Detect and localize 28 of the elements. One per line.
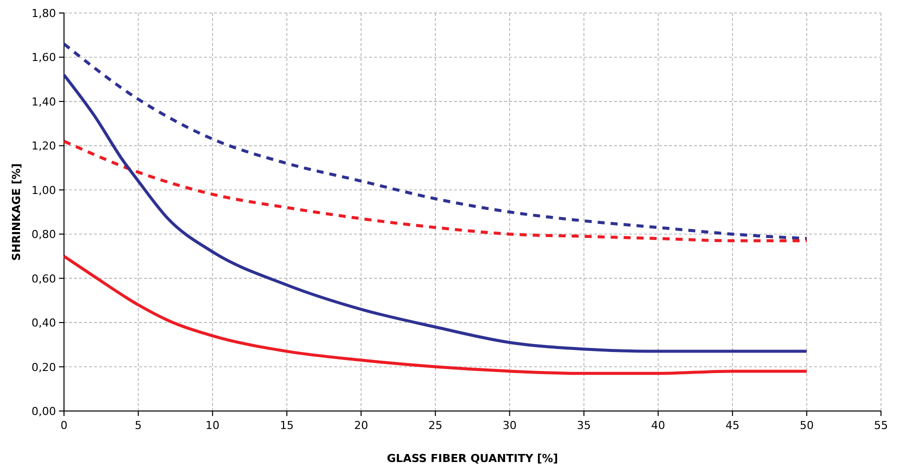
y-tick-label: 1,60 — [32, 51, 56, 64]
x-tick-label: 10 — [206, 419, 220, 432]
y-tick-label: 0,40 — [32, 316, 56, 330]
line-series — [62, 73, 808, 353]
x-tick-label: 35 — [576, 419, 591, 432]
y-tick-label: 1,40 — [32, 95, 56, 108]
x-tick-label: 0 — [60, 419, 68, 432]
y-tick-label: 0,80 — [32, 228, 56, 242]
x-tick-label: 55 — [874, 419, 888, 432]
x-tick-label: 45 — [725, 419, 740, 432]
y-tick-label: 1,80 — [32, 7, 56, 20]
x-tick-label: 20 — [354, 419, 368, 432]
line-series — [62, 42, 808, 240]
y-tick-label: 0,00 — [32, 405, 56, 418]
x-tick-label: 5 — [134, 419, 142, 432]
y-tick-label: 0,60 — [32, 272, 56, 286]
x-tick-label: 50 — [800, 419, 814, 432]
y-tick-label: 0,20 — [32, 360, 56, 374]
x-tick-label: 30 — [502, 419, 517, 432]
line-series — [62, 140, 808, 242]
y-axis-title: SHRINKAGE [%] — [10, 163, 23, 261]
y-tick-label: 1,00 — [32, 184, 56, 197]
line-series — [62, 254, 808, 375]
x-tick-label: 15 — [280, 419, 294, 432]
x-tick-label: 25 — [428, 419, 442, 432]
x-tick-label: 40 — [651, 419, 666, 432]
x-axis-title: GLASS FIBER QUANTITY [%] — [386, 452, 558, 465]
y-tick-label: 1,20 — [32, 140, 56, 153]
